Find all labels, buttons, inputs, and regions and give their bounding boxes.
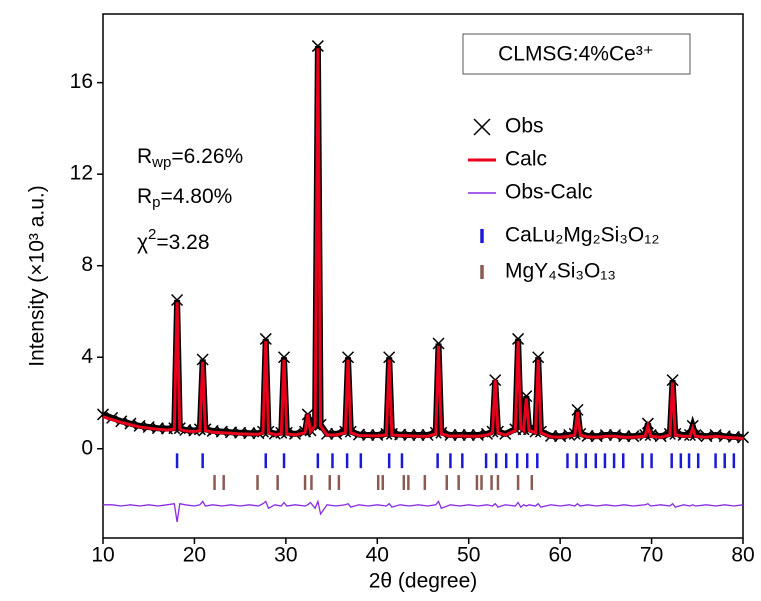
x-tick-label: 30 [274, 544, 297, 567]
series-line [102, 48, 744, 440]
y-tick-label: 12 [70, 162, 93, 185]
obs-marker [383, 351, 396, 364]
obs-marker [311, 40, 324, 53]
obs-marker [259, 332, 272, 345]
x-tick-label: 70 [640, 544, 663, 567]
x-tick-label: 10 [91, 544, 114, 567]
annotation-main: χ [137, 231, 148, 254]
annotation-text: =4.80% [161, 185, 233, 208]
legend-swatch [473, 118, 491, 136]
annotation-text: =3.28 [156, 231, 209, 254]
legend-label: CaLu₂Mg₂Si₃O₁₂ [505, 224, 659, 247]
obs-marker [520, 390, 533, 403]
annotation: Rwp=6.26% [137, 145, 243, 171]
annotation: Rp=4.80% [137, 185, 232, 211]
legend-label: Obs [505, 115, 544, 138]
series-line [103, 499, 744, 523]
y-tick-label: 8 [81, 253, 93, 276]
x-tick-label: 80 [731, 544, 754, 567]
annotation-main: R [137, 145, 152, 168]
legend-label: MgY₄Si₃O₁₃ [505, 260, 616, 283]
obs-marker [512, 332, 525, 345]
obs-marker [532, 351, 545, 364]
annotation-text: =6.26% [171, 145, 243, 168]
x-tick-label: 60 [548, 544, 571, 567]
y-tick-label: 0 [81, 436, 93, 459]
obs-marker [432, 337, 445, 350]
annotation-sub: p [152, 194, 160, 211]
obs-marker [571, 403, 584, 416]
legend-label: Obs-Calc [505, 181, 593, 204]
obs-marker [341, 351, 355, 364]
x-tick-label: 20 [183, 544, 206, 567]
x-tick-label: 40 [366, 544, 389, 567]
annotation: χ2=3.28 [137, 226, 210, 254]
y-tick-label: 4 [81, 345, 93, 368]
plot-frame [102, 13, 744, 539]
sample-label: CLMSG:4%Ce³⁺ [498, 43, 654, 66]
annotation-main: R [137, 185, 152, 208]
y-axis-label: Intensity (×10³ a.u.) [26, 185, 49, 367]
x-axis-label: 2θ (degree) [369, 570, 478, 593]
obs-marker [196, 353, 209, 366]
annotation-sup: 2 [148, 226, 156, 243]
sample-box [462, 33, 691, 75]
obs-marker [171, 293, 184, 307]
obs-marker [277, 351, 291, 364]
legend-label: Calc [505, 148, 547, 171]
y-tick-label: 16 [70, 70, 93, 93]
annotation-sub: wp [151, 154, 171, 171]
obs-marker [666, 374, 679, 387]
x-tick-label: 50 [457, 544, 480, 567]
